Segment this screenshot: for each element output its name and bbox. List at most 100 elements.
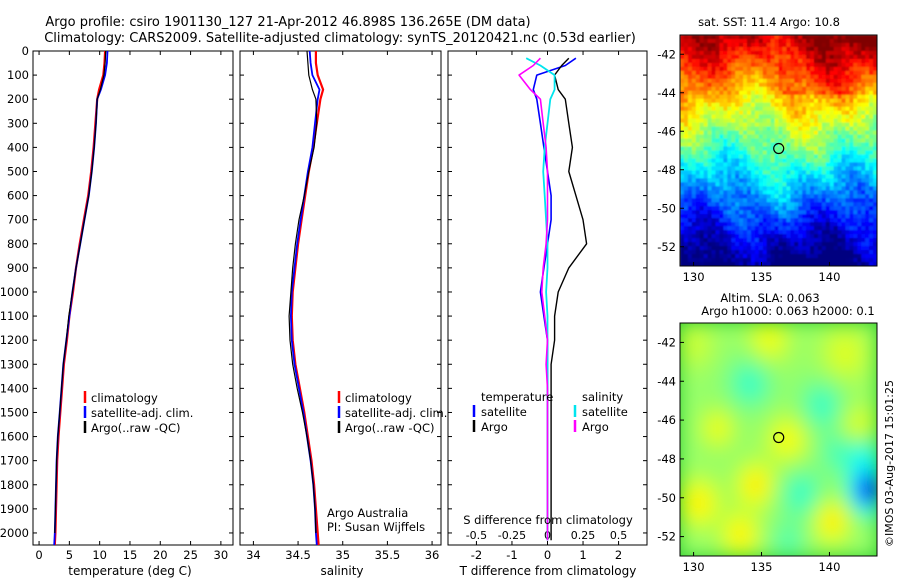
map-cell [833,94,839,100]
map-cell [861,226,866,231]
map-cell [703,142,709,148]
map-cell [770,166,776,172]
map-cell [869,182,874,187]
map-cell [680,330,688,338]
map-cell [707,230,713,235]
map-cell [683,78,689,84]
map-cell [746,46,752,52]
map-cell [694,407,702,416]
map-cell [707,114,713,120]
map-cell [729,372,737,381]
map-cell [802,242,807,247]
map-cell [861,86,866,92]
map-cell [810,122,815,128]
map-cell [861,150,866,156]
map-cell [837,35,843,40]
map-cell [758,194,764,199]
map-cell [869,534,877,543]
map-cell [754,70,760,76]
map-cell [723,218,728,223]
map-cell [845,170,851,175]
map-cell [873,78,877,84]
map-cell [715,94,720,100]
map-cell [680,262,685,266]
map-cell [790,218,795,223]
map-cell [719,186,724,191]
map-cell [841,478,850,486]
map-cell [771,358,780,366]
map-cell [754,114,760,120]
map-cell [782,70,787,76]
map-cell [683,62,689,68]
map-cell [739,106,744,112]
map-cell [750,182,756,187]
map-cell [715,226,720,231]
map-cell [746,86,752,92]
map-cell [833,254,839,259]
map-cell [764,513,773,522]
map-cell [757,365,766,374]
map-cell [731,142,736,148]
map-cell [691,154,697,160]
map-cell [873,126,877,132]
map-cell [758,90,764,96]
map-cell [739,162,744,168]
map-cell [820,450,829,458]
map-cell [799,513,808,522]
map-cell [719,178,724,183]
map-cell [813,457,822,465]
map-cell [687,194,693,199]
map-cell [825,74,831,80]
map-cell [790,214,795,219]
map-cell [687,74,693,80]
temperature-xlabel: temperature (deg C) [68,564,191,578]
map-cell [754,130,760,136]
map-cell [715,194,720,199]
map-cell [711,194,717,199]
map-cell [701,506,709,515]
map-cell [683,218,689,223]
map-cell [810,162,815,168]
map-cell [849,146,854,152]
map-cell [790,230,795,235]
map-cell [865,94,870,100]
map-cell [687,222,693,227]
map-cell [855,421,864,430]
map-cell [834,323,843,331]
map-cell [799,344,808,352]
map-cell [762,102,768,108]
map-cell [731,122,736,128]
map-cell [827,330,836,338]
map-cell [703,162,709,168]
map-cell [869,358,877,366]
map-cell [729,414,737,423]
map-cell [708,414,716,423]
map-cell [750,102,756,108]
map-cell [790,186,795,191]
map-cell [774,38,780,44]
map-cell [821,194,827,199]
map-cell [683,222,689,227]
map-cell [701,478,709,486]
map-cell [825,122,831,128]
map-cell [762,222,768,227]
map-cell [743,400,751,409]
map-cell [810,58,815,64]
map-cell [754,210,760,215]
map-cell [691,50,697,56]
map-cell [750,122,756,128]
map-cell [766,106,772,112]
map-cell [810,210,815,215]
map-cell [865,38,870,44]
map-cell [869,254,874,259]
map-cell [806,118,811,124]
map-cell [758,206,764,211]
map-cell [845,122,851,128]
map-cell [829,82,835,88]
map-cell [683,230,689,235]
map-cell [837,118,843,124]
map-cell [750,234,756,239]
map-cell [723,35,728,40]
map-cell [711,186,717,191]
map-cell [841,358,850,366]
